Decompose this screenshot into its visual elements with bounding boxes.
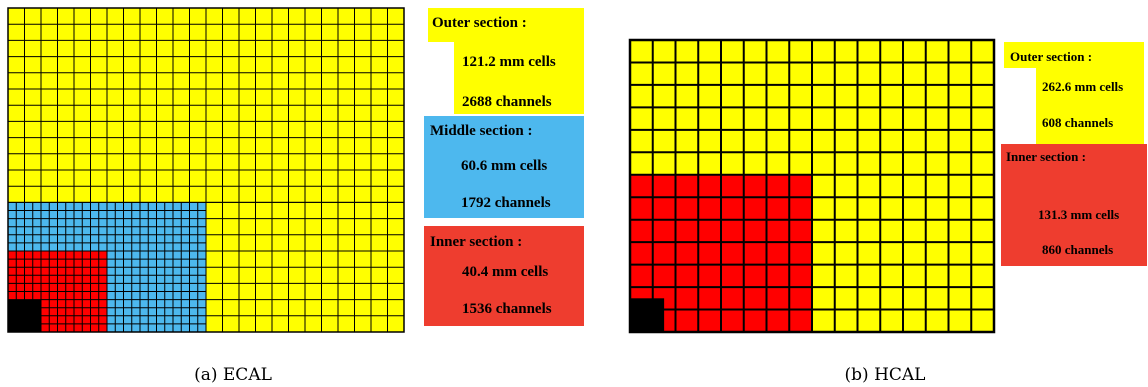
ecal-panel: Outer section : 121.2 mm cells 2688 chan… (7, 7, 584, 385)
ecal-outer-cells: 121.2 mm cells (462, 54, 556, 70)
hcal-inner-legend: Inner section : 131.3 mm cells 860 chann… (1001, 144, 1147, 266)
hcal-inner-channels: 860 channels (1042, 242, 1113, 257)
hcal-caption: (b) HCAL (845, 365, 926, 385)
ecal-inner-legend: Inner section : 40.4 mm cells 1536 chann… (424, 226, 584, 326)
ecal-middle-legend-bg (424, 116, 584, 218)
ecal-outer-legend-notch (428, 42, 454, 114)
hcal-inner-legend-bg (1001, 144, 1147, 266)
ecal-inner-legend-bg (424, 226, 584, 326)
ecal-outer-title: Outer section : (432, 15, 527, 31)
ecal-middle-title: Middle section : (430, 123, 533, 139)
hcal-outer-channels: 608 channels (1042, 115, 1113, 130)
ecal-inner-cells: 40.4 mm cells (462, 264, 548, 280)
hcal-inner-cells: 131.3 mm cells (1038, 207, 1119, 222)
ecal-inner-channels: 1536 channels (462, 301, 552, 317)
hcal-outer-cells: 262.6 mm cells (1042, 79, 1123, 94)
ecal-middle-channels: 1792 channels (461, 195, 551, 211)
hcal-cell-grid (628, 38, 996, 334)
ecal-caption: (a) ECAL (194, 365, 272, 385)
hcal-border (628, 38, 996, 334)
ecal-middle-cells: 60.6 mm cells (461, 158, 547, 174)
hcal-beam-hole (630, 298, 665, 332)
ecal-outer-channels: 2688 channels (462, 94, 552, 110)
hcal-outer-legend: Outer section : 262.6 mm cells 608 chann… (1004, 42, 1144, 160)
ecal-outer-legend: Outer section : 121.2 mm cells 2688 chan… (428, 8, 584, 114)
ecal-inner-title: Inner section : (430, 234, 522, 250)
hcal-panel: Outer section : 262.6 mm cells 608 chann… (628, 38, 1147, 385)
hcal-inner-title: Inner section : (1006, 149, 1086, 164)
hcal-outer-title: Outer section : (1010, 49, 1092, 64)
ecal-cell-grid (7, 7, 405, 333)
ecal-middle-legend: Middle section : 60.6 mm cells 1792 chan… (424, 116, 584, 218)
ecal-border (7, 7, 405, 333)
